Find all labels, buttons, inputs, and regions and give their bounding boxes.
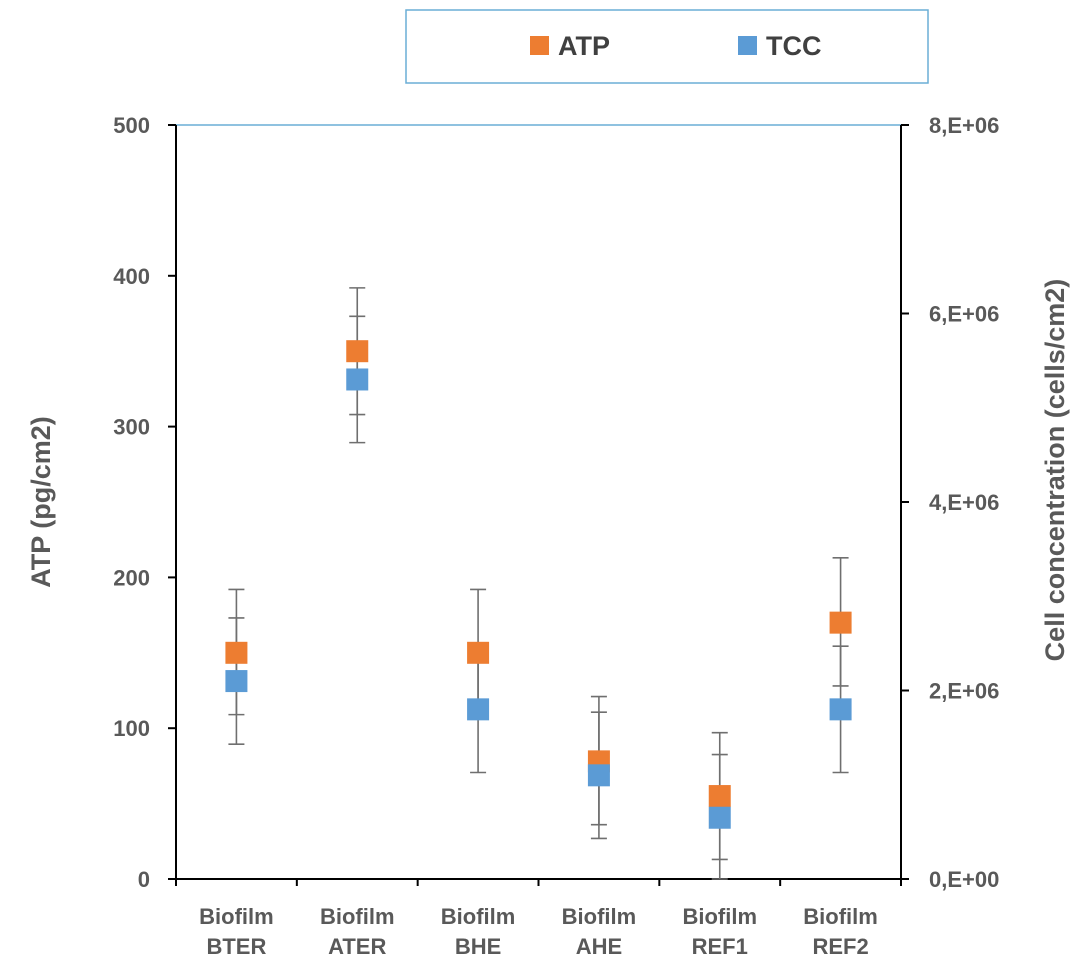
right-y-tick-label: 4,E+06 [929, 490, 999, 515]
right-y-tick-label: 0,E+00 [929, 867, 999, 892]
atp-point [225, 641, 248, 664]
left-y-tick-label: 0 [138, 867, 150, 892]
x-tick-label: Biofilm AHE [562, 904, 637, 959]
legend-marker-tcc [738, 36, 757, 55]
error-bars [228, 287, 849, 880]
tcc-point [225, 670, 248, 693]
left-y-tick-label: 300 [113, 415, 150, 440]
x-ticks: Biofilm BTER Biofilm ATER Biofilm BHE Biofilm A… [175, 879, 902, 959]
atp-point [467, 641, 490, 664]
right-y-tick-label: 6,E+06 [929, 302, 999, 327]
x-tick-label: Biofilm REF2 [803, 904, 878, 959]
left-y-ticks: 0 100 200 300 400 500 [113, 113, 176, 892]
tcc-point [829, 698, 852, 721]
left-y-tick-label: 500 [113, 113, 150, 138]
data-points [225, 340, 852, 829]
x-tick-label: Biofilm BHE [441, 904, 516, 959]
tcc-point [346, 368, 369, 391]
right-y-ticks: 0,E+00 2,E+06 4,E+06 6,E+06 8,E+06 [901, 113, 999, 892]
tcc-point [708, 806, 731, 829]
legend: ATP TCC [405, 9, 929, 84]
left-y-tick-label: 400 [113, 264, 150, 289]
atp-point [708, 785, 731, 808]
x-tick-label: Biofilm BTER [199, 904, 274, 959]
right-y-tick-label: 2,E+06 [929, 679, 999, 704]
legend-label-tcc: TCC [766, 31, 822, 61]
atp-point [346, 340, 369, 363]
left-y-tick-label: 100 [113, 716, 150, 741]
x-tick-label: Biofilm REF1 [682, 904, 757, 959]
atp-point [829, 611, 852, 634]
legend-label-atp: ATP [558, 31, 610, 61]
tcc-point [587, 764, 610, 787]
right-axis-title: Cell concentration (cells/cm2) [1040, 279, 1070, 662]
left-y-tick-label: 200 [113, 565, 150, 590]
legend-box [405, 9, 929, 84]
x-tick-label: Biofilm ATER [320, 904, 395, 959]
tcc-point [467, 698, 490, 721]
legend-marker-atp [530, 36, 549, 55]
right-y-tick-label: 8,E+06 [929, 113, 999, 138]
left-axis-title: ATP (pg/cm2) [26, 416, 56, 588]
